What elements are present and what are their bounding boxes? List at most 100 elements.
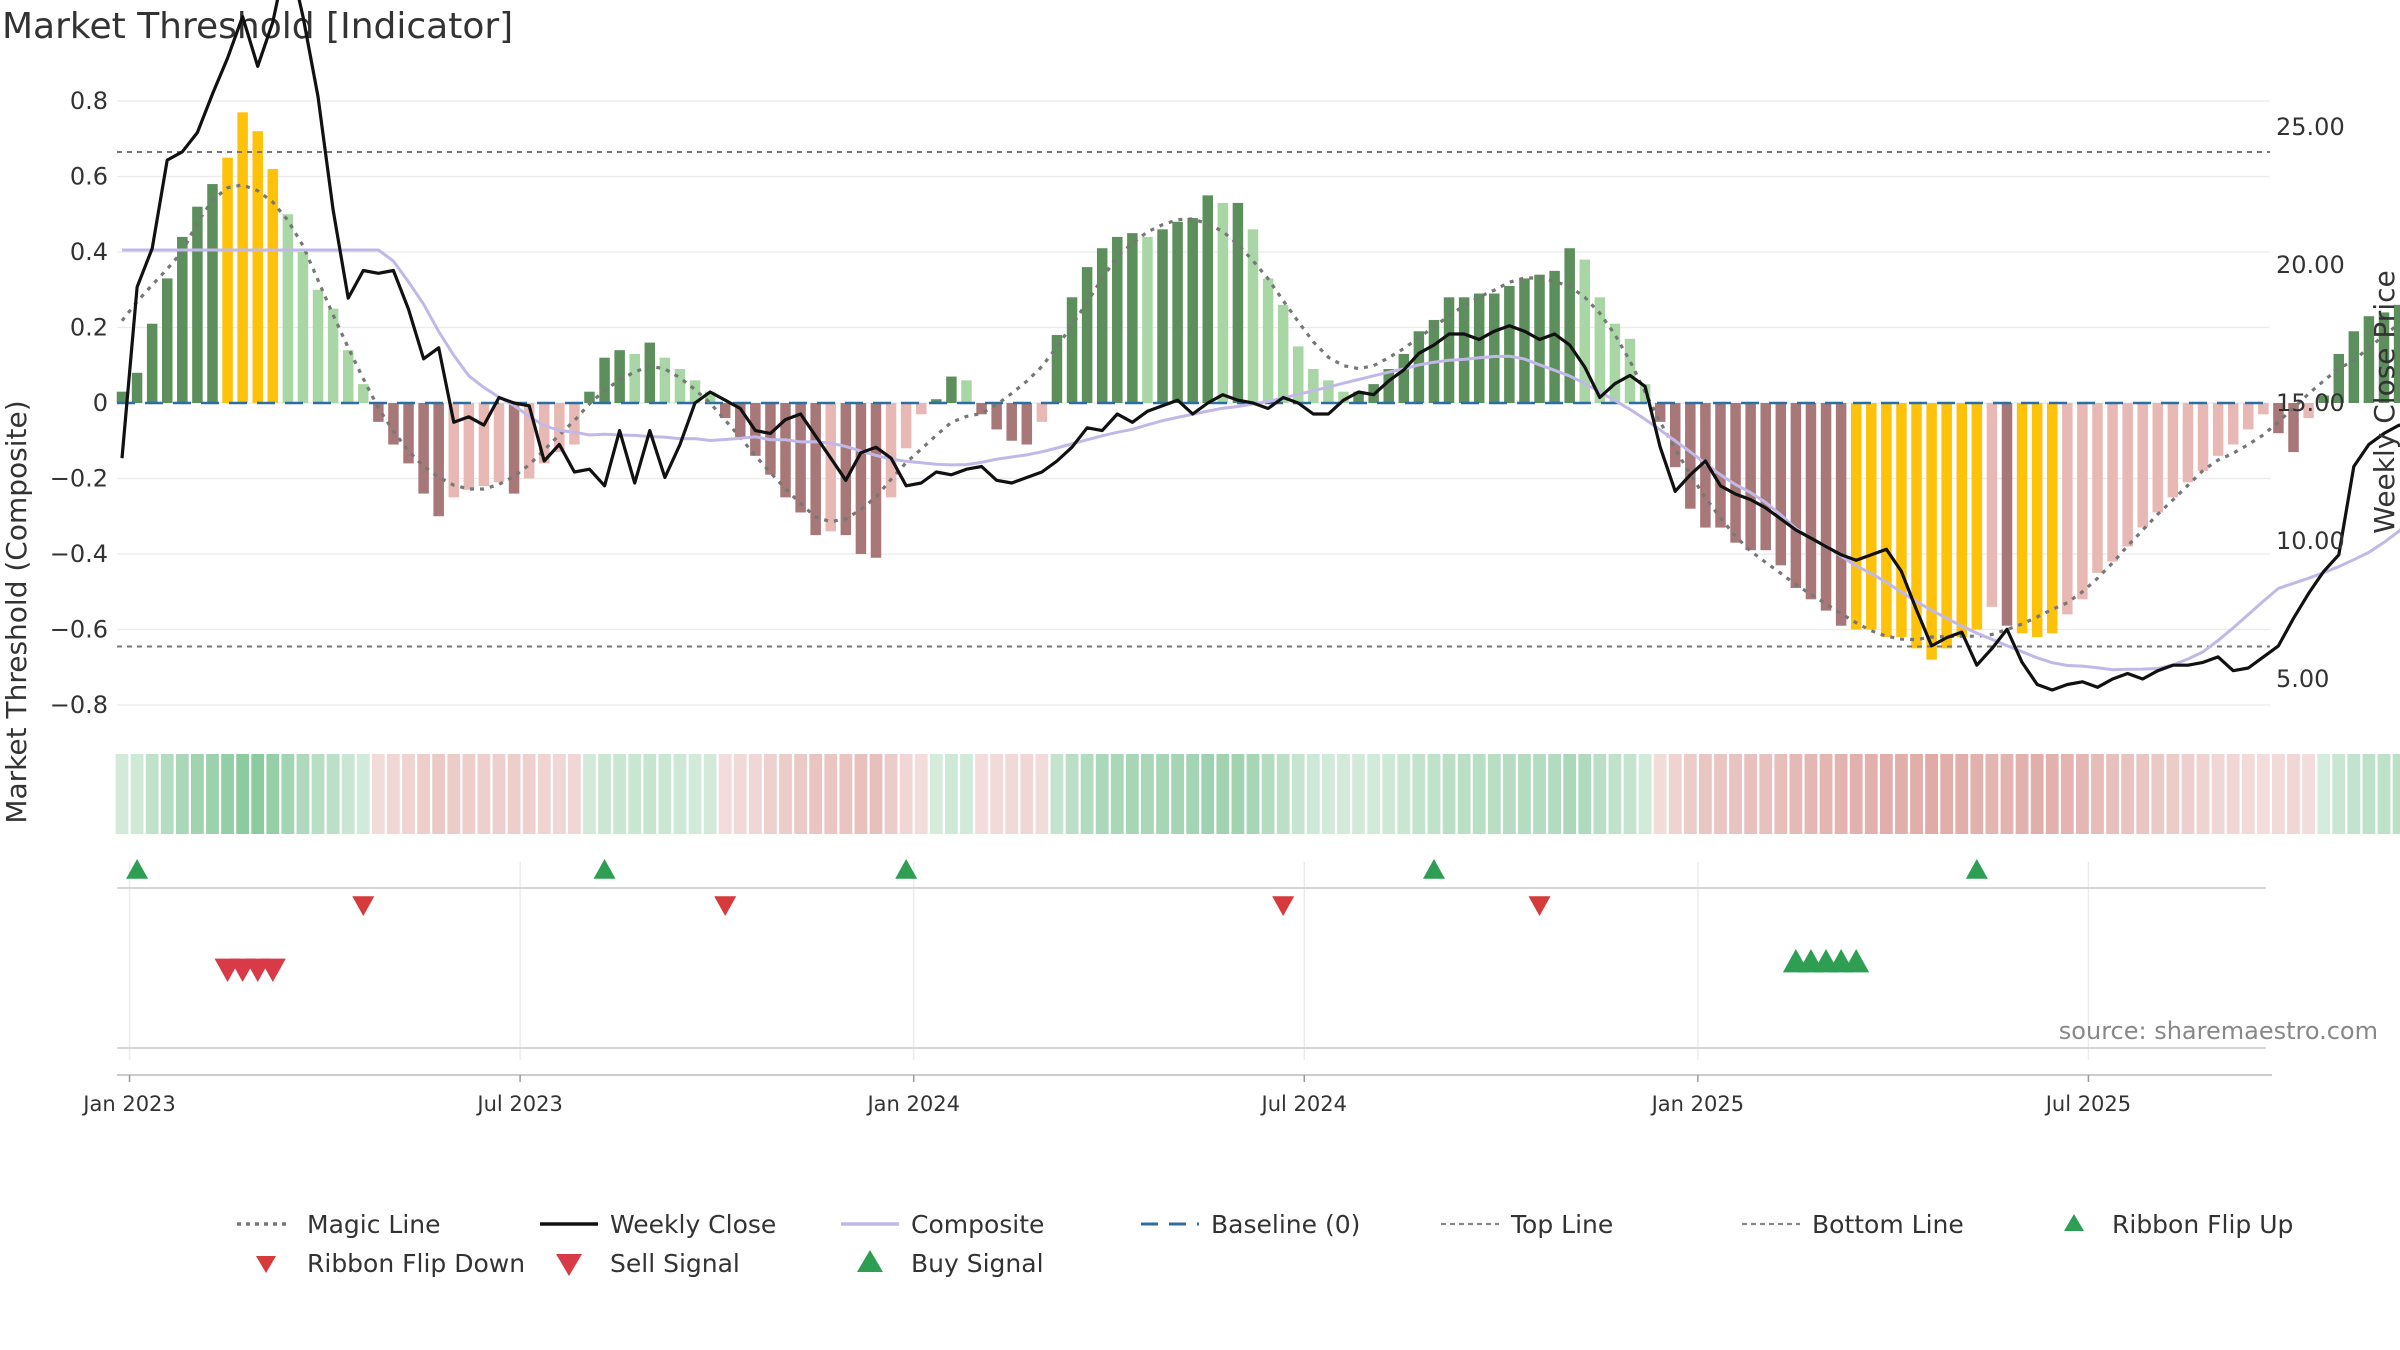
histogram-bar <box>2152 403 2164 513</box>
histogram-bar <box>1926 403 1937 660</box>
ribbon-cell <box>869 754 883 834</box>
histogram-bar <box>1066 297 1078 403</box>
histogram-bar <box>1700 403 1711 528</box>
ribbon-cell <box>1397 754 1411 834</box>
histogram-bar <box>1473 293 1485 403</box>
histogram-bar <box>161 278 173 403</box>
ribbon-cell <box>1412 754 1426 834</box>
ribbon-cell <box>2091 754 2104 834</box>
ribbon-cell <box>1382 754 1396 834</box>
histogram-bar <box>1353 391 1364 403</box>
histogram-bar <box>1790 403 1802 588</box>
ribbon-cell <box>2106 754 2119 834</box>
ribbon-flip-up-marker <box>126 859 149 879</box>
legend-sell-signal: Sell Signal <box>556 1249 740 1278</box>
histogram-bar <box>1489 293 1500 403</box>
histogram-bar <box>2107 403 2118 562</box>
legend-label: Baseline (0) <box>1211 1210 1360 1239</box>
ribbon-cell <box>492 754 506 834</box>
ribbon-cell <box>1216 754 1230 834</box>
x-tick-label: Jan 2024 <box>865 1092 960 1116</box>
histogram-bar <box>523 403 535 479</box>
ribbon-cell <box>1518 754 1531 834</box>
y-tick-left: 0 <box>93 389 108 417</box>
ribbon-cell <box>1231 754 1245 834</box>
histogram-bar <box>131 372 143 403</box>
histogram-bar <box>644 342 656 403</box>
ribbon-cell <box>1668 754 1682 834</box>
histogram-bar <box>689 380 701 403</box>
ribbon-cell <box>1367 754 1381 834</box>
histogram-bar <box>1036 403 1048 422</box>
ribbon-cell <box>779 754 792 834</box>
histogram-bar <box>192 206 203 403</box>
legend-bottom-line: Bottom Line <box>1742 1210 1964 1239</box>
histogram-bar <box>1715 403 1726 528</box>
ribbon-cell <box>1487 754 1501 834</box>
histogram-bar <box>1986 403 1998 607</box>
histogram-bar <box>2016 403 2028 634</box>
histogram-bar <box>403 403 414 464</box>
legend-label: Weekly Close <box>610 1210 776 1239</box>
ribbon-cell <box>1533 754 1546 834</box>
histogram-bar <box>237 112 248 403</box>
histogram-bar <box>418 403 429 494</box>
histogram-bar <box>312 289 324 403</box>
histogram-bar <box>327 308 339 403</box>
histogram-bar <box>554 403 565 453</box>
histogram-bar <box>448 403 460 498</box>
ribbon-strip <box>115 754 2400 834</box>
ribbon-cell <box>613 754 627 834</box>
ribbon-cell <box>2362 754 2376 834</box>
ribbon-cell <box>1895 754 1908 834</box>
histogram-bar <box>1745 403 1756 551</box>
histogram-bar <box>1866 403 1877 630</box>
ribbon-cell <box>522 754 536 834</box>
ribbon-cell <box>1352 754 1365 834</box>
ribbon-cell <box>417 754 430 834</box>
ribbon-flip-up-marker <box>895 859 918 879</box>
legend-label: Bottom Line <box>1812 1210 1964 1239</box>
ribbon-flip-down-marker <box>714 896 737 916</box>
histogram-bar <box>1820 403 1832 611</box>
ribbon-cell <box>221 754 234 834</box>
ribbon-cell <box>2030 754 2044 834</box>
histogram-bar <box>373 403 384 422</box>
ribbon-cell <box>537 754 551 834</box>
histogram-bar <box>1202 195 1214 403</box>
histogram-bar <box>780 403 791 498</box>
histogram-bar <box>2092 403 2103 573</box>
histogram-bar <box>2062 403 2073 615</box>
histogram-bar <box>2378 312 2390 403</box>
ribbon-cell <box>658 754 672 834</box>
histogram-bar <box>1157 229 1168 403</box>
histogram-bars <box>116 112 2400 660</box>
legend: Magic Line Weekly Close Composite Baseline … <box>237 1210 2293 1278</box>
histogram-bar <box>1669 403 1681 468</box>
ribbon-cell <box>794 754 807 834</box>
ribbon-cell <box>1125 754 1139 834</box>
histogram-bar <box>1956 403 1968 638</box>
ribbon-cell <box>2226 754 2240 834</box>
ribbon-cell <box>2347 754 2361 834</box>
histogram-bar <box>493 403 505 483</box>
ribbon-cell <box>1759 754 1773 834</box>
ribbon-cell <box>1985 754 1999 834</box>
y-tick-left: 0.4 <box>70 238 108 266</box>
histogram-bar <box>2167 403 2179 498</box>
histogram-bar <box>1835 403 1847 626</box>
ribbon-cell <box>296 754 310 834</box>
histogram-bar <box>1730 403 1741 543</box>
ribbon-cell <box>2287 754 2300 834</box>
ribbon-cell <box>733 754 747 834</box>
ribbon-cell <box>1548 754 1561 834</box>
histogram-bar <box>1232 202 1244 403</box>
histogram-bar <box>1308 369 1319 403</box>
histogram-bar <box>735 403 746 437</box>
y-tick-right: 20.00 <box>2276 251 2345 279</box>
ribbon-cell <box>2121 754 2135 834</box>
ribbon-cell <box>236 754 250 834</box>
histogram-bar <box>1292 346 1304 403</box>
histogram-bar <box>1398 353 1410 403</box>
histogram-bar <box>900 403 912 449</box>
